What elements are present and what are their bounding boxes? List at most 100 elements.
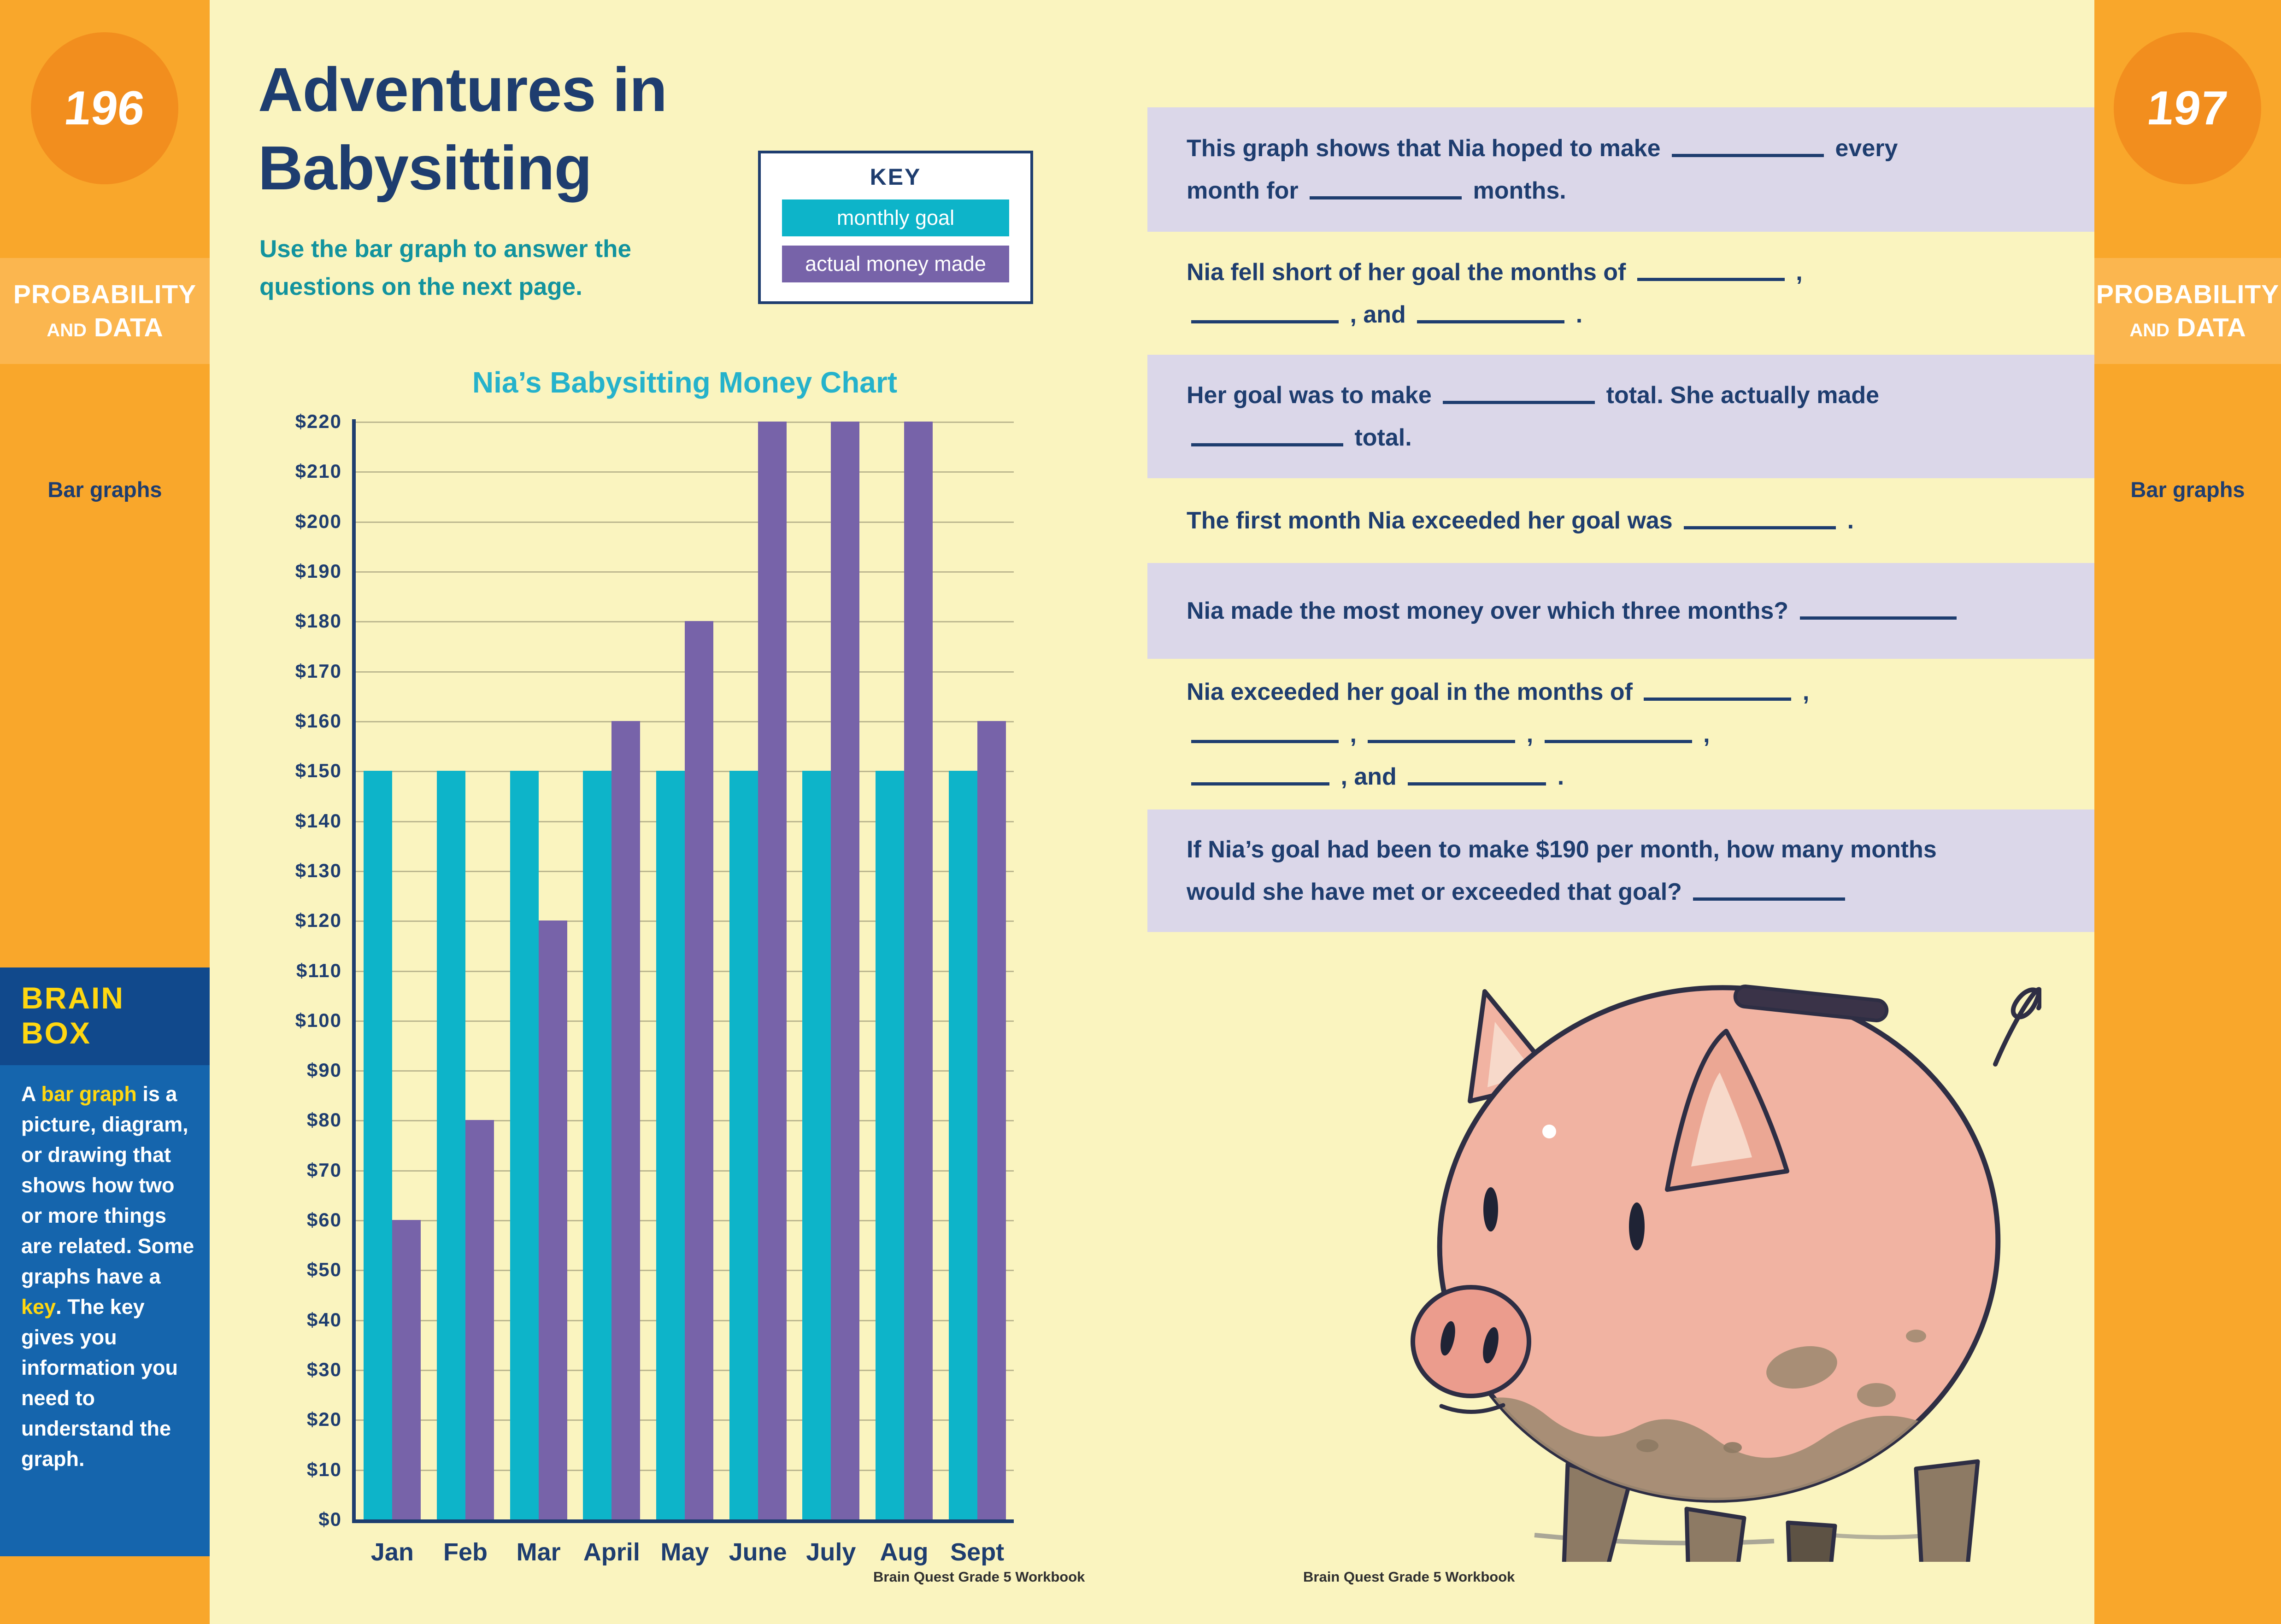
- y-axis-tick-label: $50: [306, 1259, 342, 1281]
- topic-label-left: Bar graphs: [47, 477, 162, 502]
- answer-blank: [1191, 768, 1329, 786]
- pig-snout: [1411, 1285, 1531, 1398]
- key-item-monthly-goal: monthly goal: [782, 199, 1009, 236]
- chart-title: Nia’s Babysitting Money Chart: [472, 366, 898, 399]
- x-axis-tick-label: Aug: [880, 1538, 929, 1566]
- y-axis-tick-label: $10: [306, 1458, 342, 1480]
- lesson-title: Adventures in Babysitting: [258, 55, 667, 203]
- question-text: The first month Nia exceeded her goal wa…: [1187, 507, 1854, 534]
- answer-blank: [1191, 726, 1339, 743]
- question-1: This graph shows that Nia hoped to make …: [1147, 107, 2094, 232]
- bar-monthly-goal-May: [656, 771, 685, 1519]
- x-axis-tick-label: Jan: [370, 1538, 414, 1566]
- x-axis-tick-label: Feb: [443, 1538, 488, 1566]
- x-axis-line: [352, 1519, 1014, 1523]
- key-box: KEY monthly goal actual money made: [758, 151, 1033, 304]
- bar-monthly-goal-Mar: [510, 771, 539, 1519]
- right-sidebar: 197 PROBABILITY AND DATA Bar graphs: [2094, 0, 2281, 1624]
- answer-blank: [1191, 429, 1343, 446]
- bar-actual-money-made-Feb: [465, 1120, 494, 1519]
- y-axis-tick-label: $60: [306, 1209, 342, 1231]
- answer-blank: [1544, 726, 1692, 743]
- answer-blank: [1799, 603, 1957, 620]
- bar-monthly-goal-Sept: [948, 771, 977, 1519]
- y-axis-tick-label: $200: [295, 510, 342, 532]
- bar-actual-money-made-Mar: [538, 920, 567, 1519]
- bar-actual-money-made-June: [758, 422, 787, 1519]
- piggy-bank-illustration: [1411, 985, 2041, 1562]
- footer-right: Brain Quest Grade 5 Workbook: [1303, 1569, 1515, 1585]
- bar-actual-money-made-July: [831, 422, 860, 1519]
- pig-legs: [1562, 1459, 1980, 1562]
- y-axis-tick-label: $140: [295, 809, 342, 832]
- x-axis-tick-label: Sept: [950, 1538, 1005, 1566]
- answer-blank: [1408, 768, 1546, 786]
- bar-actual-money-made-May: [685, 621, 713, 1519]
- question-5: Nia made the most money over which three…: [1147, 563, 2094, 659]
- key-item-actual-money-made: actual money made: [782, 246, 1009, 282]
- bar-monthly-goal-June: [729, 771, 758, 1519]
- question-4: The first month Nia exceeded her goal wa…: [1147, 478, 2094, 563]
- x-axis-tick-label: June: [729, 1538, 787, 1566]
- page-number-left: 196: [62, 81, 147, 135]
- question-text: Her goal was to make total. She actually…: [1187, 382, 1880, 451]
- page-number-badge-left: 196: [31, 32, 178, 184]
- y-axis-tick-label: $220: [295, 410, 342, 432]
- pig-mouth: [1439, 1403, 1505, 1414]
- x-axis-tick-label: May: [660, 1538, 709, 1566]
- y-axis-tick-label: $110: [296, 959, 342, 981]
- y-axis-tick-label: $20: [306, 1408, 342, 1431]
- y-axis-tick-label: $100: [295, 1009, 342, 1031]
- bar-actual-money-made-Jan: [392, 1220, 421, 1519]
- lesson-subtitle: Use the bar graph to answer the questions…: [259, 235, 631, 300]
- bar-monthly-goal-Aug: [876, 771, 904, 1519]
- question-text: This graph shows that Nia hoped to make …: [1187, 135, 1898, 204]
- topic-label-right: Bar graphs: [2130, 477, 2245, 502]
- coin-slot: [1733, 985, 1889, 1022]
- y-axis-tick-label: $210: [295, 460, 342, 482]
- y-axis-line: [352, 419, 356, 1523]
- bar-actual-money-made-Sept: [977, 721, 1006, 1519]
- bar-monthly-goal-July: [802, 771, 831, 1519]
- answer-blank: [1417, 306, 1565, 323]
- x-axis-tick-label: July: [806, 1538, 856, 1566]
- gridline: [356, 422, 1014, 423]
- bar-actual-money-made-April: [611, 721, 641, 1519]
- x-axis-tick-label: Mar: [516, 1538, 561, 1566]
- y-axis-tick-label: $80: [306, 1109, 342, 1131]
- y-axis-tick-label: $30: [306, 1359, 342, 1381]
- x-axis-tick-label: April: [583, 1538, 640, 1566]
- question-text: Nia made the most money over which three…: [1187, 590, 2039, 632]
- highlight-dot: [1542, 1125, 1556, 1138]
- y-axis-tick-label: $150: [295, 760, 342, 782]
- y-axis-tick-label: $180: [295, 610, 342, 632]
- key-title: KEY: [870, 164, 922, 190]
- footer-left: Brain Quest Grade 5 Workbook: [873, 1569, 1085, 1585]
- question-3: Her goal was to make total. She actually…: [1147, 355, 2094, 478]
- answer-blank: [1672, 140, 1824, 157]
- bar-monthly-goal-Feb: [437, 771, 465, 1519]
- y-axis-tick-label: $0: [318, 1508, 342, 1530]
- answer-blank: [1684, 512, 1836, 529]
- left-sidebar: 196 PROBABILITY AND DATA Bar graphs BRAI…: [0, 0, 210, 1624]
- y-axis-tick-label: $70: [306, 1159, 342, 1181]
- answer-blank: [1443, 387, 1595, 404]
- section-label-left: PROBABILITY AND DATA: [0, 258, 210, 364]
- answer-blank: [1191, 306, 1339, 323]
- y-axis-tick-label: $170: [295, 660, 342, 682]
- answer-blank: [1644, 684, 1792, 701]
- answer-blank: [1693, 884, 1846, 901]
- question-7: If Nia’s goal had been to make $190 per …: [1147, 809, 2094, 932]
- answer-blank: [1637, 264, 1785, 281]
- bar-actual-money-made-Aug: [904, 422, 933, 1519]
- question-2: Nia fell short of her goal the months of…: [1147, 232, 2094, 355]
- question-text: Nia exceeded her goal in the months of ,…: [1187, 678, 1810, 790]
- question-text: Nia fell short of her goal the months of…: [1187, 258, 1803, 328]
- y-axis-tick-label: $120: [295, 909, 342, 932]
- section-label-right: PROBABILITY AND DATA: [2094, 258, 2281, 364]
- question-text: If Nia’s goal had been to make $190 per …: [1187, 836, 1937, 905]
- pig-eye-right: [1629, 1202, 1645, 1250]
- bar-monthly-goal-April: [583, 771, 612, 1519]
- pig-tail: [1993, 987, 2041, 1067]
